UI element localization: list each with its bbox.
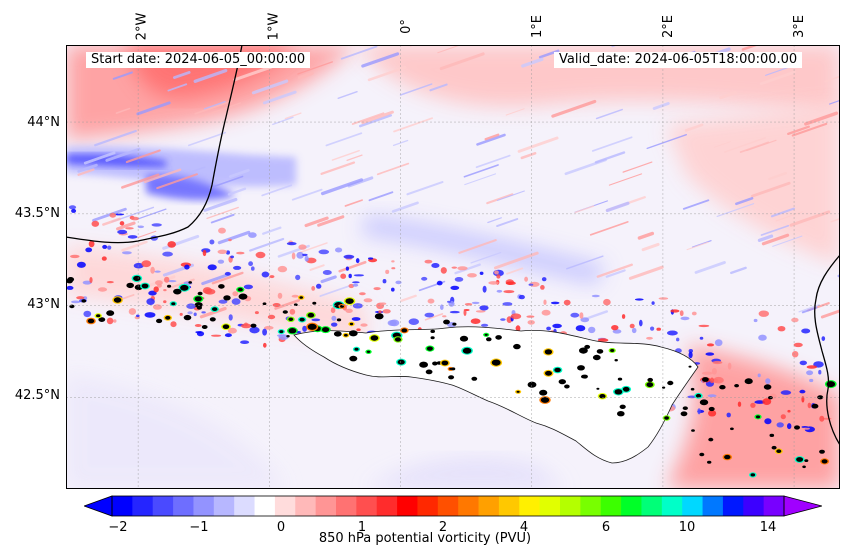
colorbar-tick-3: 1 — [357, 520, 367, 535]
colorbar-cell — [600, 496, 622, 516]
colorbar-cell — [682, 496, 703, 516]
colorbar-cell — [173, 496, 194, 516]
start-date-label: Start date: 2024-06-05_00:00:00 — [86, 52, 311, 68]
colorbar-extend-min — [84, 495, 113, 517]
colorbar-cell — [397, 496, 418, 516]
colorbar-tick-6: 6 — [601, 520, 611, 535]
colorbar-cell — [560, 496, 581, 516]
gridlines — [66, 45, 840, 489]
colorbar-cell — [254, 496, 276, 516]
lat-tick-label-1: 43.5°N — [14, 206, 60, 221]
coastline-mediterranean — [814, 254, 840, 446]
colorbar — [84, 495, 822, 517]
colorbar-cell — [478, 496, 500, 516]
colorbar-cell — [132, 496, 154, 516]
colorbar-cell — [458, 496, 479, 516]
colorbar-cell — [112, 496, 133, 516]
colorbar-tick-0: −2 — [108, 520, 128, 535]
colorbar-cell — [152, 496, 174, 516]
colorbar-cell — [763, 496, 785, 516]
colorbar-cell — [376, 496, 398, 516]
colorbar-cell — [417, 496, 439, 516]
lon-tick-label-5: 3°E — [791, 14, 807, 38]
valid-date-label: Valid_date: 2024-06-05T18:00:00.00 — [554, 52, 803, 68]
map-border — [66, 45, 840, 489]
colorbar-cell — [702, 496, 724, 516]
lat-tick-label-0: 44°N — [27, 115, 60, 130]
colorbar-tick-1: −1 — [189, 520, 209, 535]
terrain-masked-region — [293, 326, 699, 464]
lon-tick-label-2: 0° — [398, 18, 414, 34]
lon-tick-label-4: 2°E — [660, 14, 676, 38]
colorbar-cell — [661, 496, 683, 516]
pv-streaks — [77, 45, 840, 321]
colorbar-tick-2: 0 — [276, 520, 286, 535]
colorbar-cell — [621, 496, 642, 516]
colorbar-cell — [519, 496, 541, 516]
colorbar-outline — [111, 495, 785, 517]
colorbar-cell — [743, 496, 765, 516]
colorbar-cell — [295, 496, 317, 516]
colorbar-cell — [580, 496, 602, 516]
colorbar-tick-5: 4 — [519, 520, 529, 535]
colorbar-cell — [641, 496, 663, 516]
colorbar-cells — [112, 496, 785, 516]
pv-map-canvas — [66, 45, 840, 489]
colorbar-cell — [722, 496, 744, 516]
colorbar-cell — [315, 496, 337, 516]
colorbar-cell — [437, 496, 459, 516]
colorbar-cell — [356, 496, 378, 516]
lat-tick-label-3: 42.5°N — [14, 388, 60, 403]
coastline-atlantic — [66, 45, 243, 244]
lat-tick-label-2: 43°N — [27, 297, 60, 312]
colorbar-cell — [274, 496, 296, 516]
pv-map — [66, 45, 840, 489]
colorbar-cell — [498, 496, 520, 516]
colorbar-cell — [234, 496, 255, 516]
lon-tick-label-3: 1°E — [529, 14, 545, 38]
colorbar-cell — [213, 496, 235, 516]
colorbar-extend-max — [783, 495, 822, 517]
colorbar-label: 850 hPa potential vorticity (PVU) — [318, 531, 532, 546]
lon-tick-label-1: 1°W — [266, 12, 282, 40]
colorbar-cell — [336, 496, 357, 516]
colorbar-tick-4: 2 — [438, 520, 448, 535]
colorbar-tick-8: 14 — [759, 520, 777, 535]
colorbar-tick-7: 10 — [678, 520, 696, 535]
colorbar-cell — [193, 496, 215, 516]
lon-tick-label-0: 2°W — [134, 12, 150, 40]
colorbar-cell — [539, 496, 561, 516]
pv-dark-blobs — [66, 274, 837, 478]
